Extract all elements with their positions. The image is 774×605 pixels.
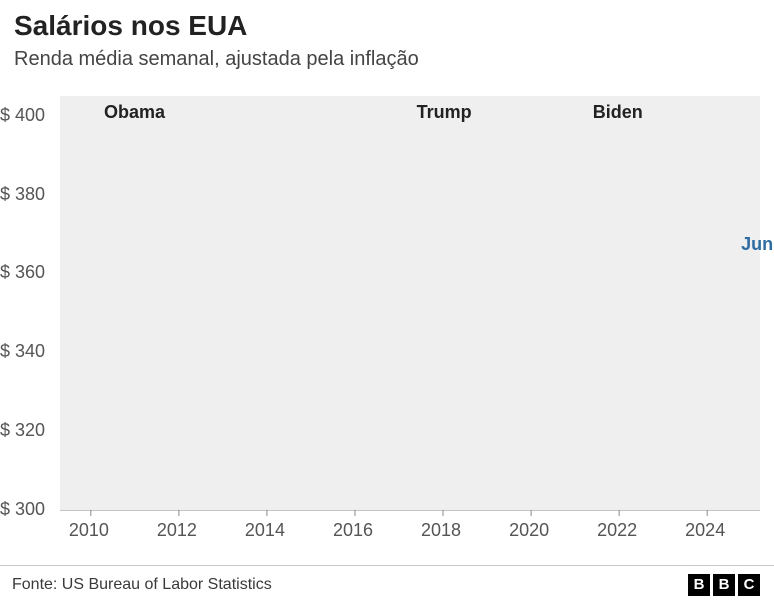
bbc-block: C: [738, 574, 760, 596]
end-label: Jun 2024: U: [741, 234, 774, 255]
president-label: Obama: [104, 102, 165, 123]
source-text: Fonte: US Bureau of Labor Statistics: [12, 576, 272, 594]
president-label: Biden: [593, 102, 643, 123]
ytick-label: $ 300: [0, 499, 45, 520]
xtick-label: 2024: [685, 520, 725, 541]
bbc-block: B: [688, 574, 710, 596]
xtick-label: 2014: [245, 520, 285, 541]
xtick-label: 2010: [69, 520, 109, 541]
ytick-label: $ 320: [0, 420, 45, 441]
chart-subtitle: Renda média semanal, ajustada pela infla…: [14, 48, 419, 71]
ytick-label: $ 400: [0, 105, 45, 126]
ytick-label: $ 380: [0, 184, 45, 205]
footer: Fonte: US Bureau of Labor Statistics BBC: [0, 565, 774, 605]
plot-area: $ 300 $ 320 $ 340 $ 360 $ 380 $ 400 2010 2012 20…: [0, 86, 774, 556]
bbc-logo: BBC: [688, 574, 760, 596]
president-label: Trump: [417, 102, 472, 123]
ytick-label: $ 360: [0, 262, 45, 283]
xtick-label: 2022: [597, 520, 637, 541]
xtick-label: 2016: [333, 520, 373, 541]
chart-frame: Salários nos EUA Renda média semanal, aj…: [0, 0, 774, 605]
bbc-block: B: [713, 574, 735, 596]
xtick-label: 2012: [157, 520, 197, 541]
chart-title: Salários nos EUA: [14, 10, 247, 42]
xtick-label: 2020: [509, 520, 549, 541]
xtick-label: 2018: [421, 520, 461, 541]
plot-background: [60, 96, 760, 510]
ytick-label: $ 340: [0, 341, 45, 362]
